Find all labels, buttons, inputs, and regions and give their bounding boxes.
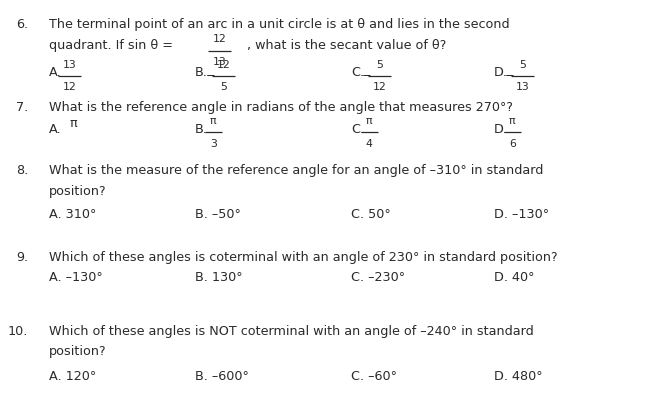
Text: C. –230°: C. –230° bbox=[351, 271, 405, 284]
Text: A.: A. bbox=[49, 66, 61, 79]
Text: A. –130°: A. –130° bbox=[49, 271, 103, 284]
Text: 4: 4 bbox=[366, 139, 372, 149]
Text: D.: D. bbox=[494, 123, 508, 136]
Text: A. 120°: A. 120° bbox=[49, 370, 96, 383]
Text: , what is the secant value of θ?: , what is the secant value of θ? bbox=[247, 39, 447, 52]
Text: Which of these angles is coterminal with an angle of 230° in standard position?: Which of these angles is coterminal with… bbox=[49, 251, 558, 264]
Text: Which of these angles is NOT coterminal with an angle of –240° in standard: Which of these angles is NOT coterminal … bbox=[49, 325, 534, 338]
Text: 8.: 8. bbox=[16, 164, 29, 178]
Text: 12: 12 bbox=[213, 34, 227, 44]
Text: 13: 13 bbox=[213, 57, 227, 67]
Text: D. 480°: D. 480° bbox=[494, 370, 543, 383]
Text: A.: A. bbox=[49, 123, 61, 136]
Text: The terminal point of an arc in a unit circle is at θ and lies in the second: The terminal point of an arc in a unit c… bbox=[49, 18, 510, 32]
Text: D.: D. bbox=[494, 66, 508, 79]
Text: 9.: 9. bbox=[16, 251, 29, 264]
Text: C. 50°: C. 50° bbox=[351, 208, 391, 221]
Text: π: π bbox=[509, 116, 515, 126]
Text: What is the measure of the reference angle for an angle of –310° in standard: What is the measure of the reference ang… bbox=[49, 164, 543, 178]
Text: 3: 3 bbox=[210, 139, 216, 149]
Text: 7.: 7. bbox=[16, 101, 29, 114]
Text: B. –50°: B. –50° bbox=[195, 208, 241, 221]
Text: 5: 5 bbox=[376, 60, 383, 70]
Text: D. –130°: D. –130° bbox=[494, 208, 549, 221]
Text: 6: 6 bbox=[509, 139, 515, 149]
Text: 13: 13 bbox=[62, 60, 77, 70]
Text: C.: C. bbox=[351, 123, 364, 136]
Text: 10.: 10. bbox=[8, 325, 28, 338]
Text: position?: position? bbox=[49, 345, 107, 358]
Text: B.: B. bbox=[195, 123, 208, 136]
Text: B.: B. bbox=[195, 66, 208, 79]
Text: 12: 12 bbox=[216, 60, 231, 70]
Text: −: − bbox=[362, 69, 372, 82]
Text: What is the reference angle in radians of the angle that measures 270°?: What is the reference angle in radians o… bbox=[49, 101, 513, 114]
Text: π: π bbox=[366, 116, 372, 126]
Text: quadrant. If sin θ =: quadrant. If sin θ = bbox=[49, 39, 173, 52]
Text: π: π bbox=[70, 117, 77, 130]
Text: B. 130°: B. 130° bbox=[195, 271, 242, 284]
Text: 12: 12 bbox=[62, 82, 77, 92]
Text: 13: 13 bbox=[515, 82, 530, 92]
Text: 6.: 6. bbox=[16, 18, 29, 32]
Text: 5: 5 bbox=[220, 82, 227, 92]
Text: 5: 5 bbox=[519, 60, 526, 70]
Text: C.: C. bbox=[351, 66, 364, 79]
Text: B. –600°: B. –600° bbox=[195, 370, 249, 383]
Text: π: π bbox=[210, 116, 216, 126]
Text: −: − bbox=[206, 69, 216, 82]
Text: C. –60°: C. –60° bbox=[351, 370, 397, 383]
Text: D. 40°: D. 40° bbox=[494, 271, 534, 284]
Text: 12: 12 bbox=[372, 82, 387, 92]
Text: A. 310°: A. 310° bbox=[49, 208, 96, 221]
Text: −: − bbox=[505, 69, 515, 82]
Text: position?: position? bbox=[49, 185, 107, 198]
